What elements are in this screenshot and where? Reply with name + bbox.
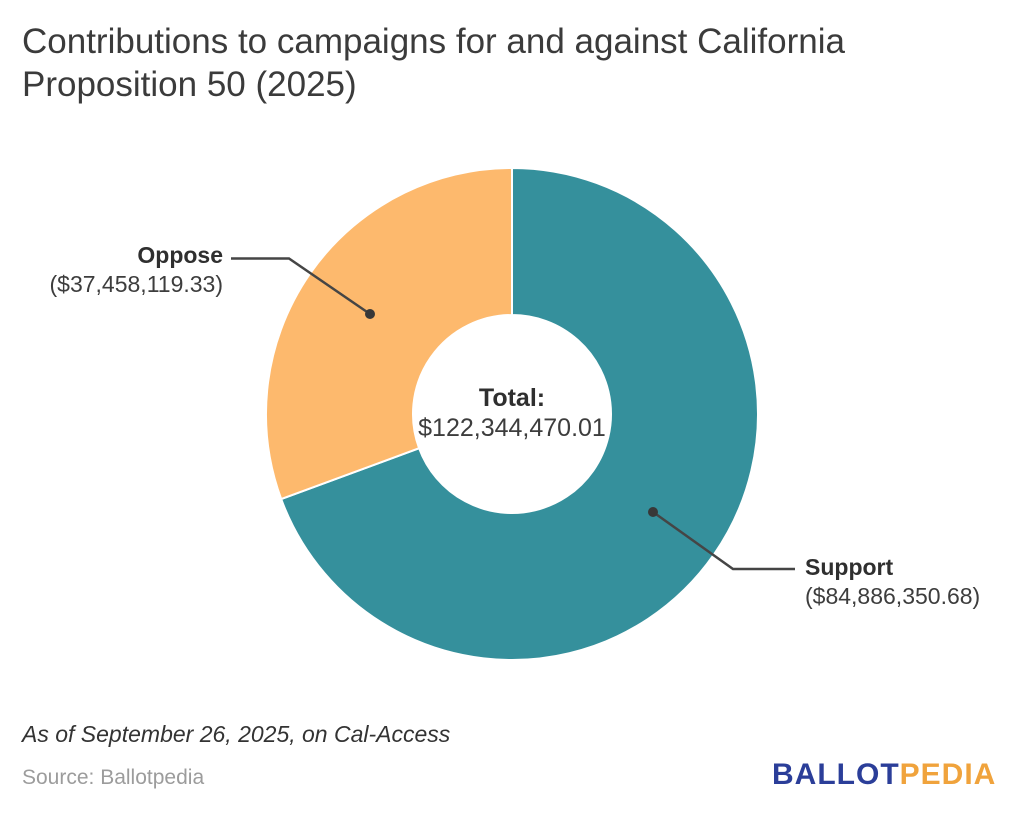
donut-slices xyxy=(265,166,759,661)
oppose-connector-line xyxy=(231,257,371,316)
support-connector-line xyxy=(652,510,795,571)
oppose-label-name: Oppose xyxy=(137,242,223,268)
support-connector-dot xyxy=(648,507,658,517)
slice-support xyxy=(279,166,759,661)
support-callout-line xyxy=(648,507,795,571)
chart-title: Contributions to campaigns for and again… xyxy=(22,22,845,104)
oppose-callout-line xyxy=(231,257,375,319)
source-attribution: Source: Ballotpedia xyxy=(22,766,205,789)
logo-text-ballot: BALLOT xyxy=(772,758,900,791)
donut-center-total: Total: $122,344,470.01 xyxy=(362,383,662,443)
support-label-name: Support xyxy=(805,554,894,580)
support-label: Support ($84,886,350.68) xyxy=(805,553,1024,611)
oppose-label: Oppose ($37,458,119.33) xyxy=(20,241,224,299)
ballotpedia-logo: BALLOTPEDIA xyxy=(772,758,996,792)
as-of-footnote: As of September 26, 2025, on Cal-Access xyxy=(22,721,451,747)
oppose-label-value: ($37,458,119.33) xyxy=(49,271,224,297)
total-label: Total: xyxy=(478,384,546,412)
slice-oppose xyxy=(265,166,513,501)
logo-text-pedia: PEDIA xyxy=(899,758,997,791)
total-value: $122,344,470.01 xyxy=(418,414,606,442)
support-label-value: ($84,886,350.68) xyxy=(805,583,981,609)
oppose-connector-dot xyxy=(365,309,375,319)
